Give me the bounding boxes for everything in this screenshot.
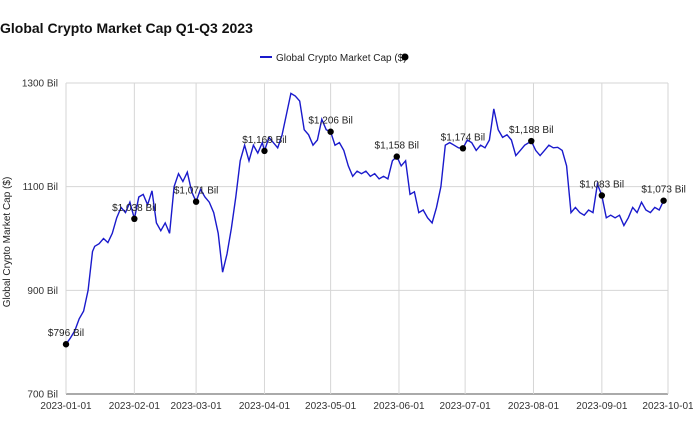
y-tick-label: 1100 Bil [23,182,58,193]
x-tick-label: 2023-10-01 [642,401,693,412]
data-label: $1,206 Bil [308,116,352,127]
x-tick-label: 2023-08-01 [508,401,560,412]
y-axis-label: Global Crypto Market Cap ($) [2,177,13,308]
x-tick-label: 2023-02-01 [109,401,161,412]
data-point-marker [660,197,667,204]
legend-marker-dot [401,53,409,61]
data-label: $1,174 Bil [441,132,485,143]
series-line-market-cap [65,92,665,345]
data-label: $1,071 Bil [174,186,218,197]
y-tick-label: 1300 Bil [22,79,58,90]
grid [65,82,669,395]
legend-label: Global Crypto Market Cap ($) [276,53,407,64]
chart-title: Global Crypto Market Cap Q1-Q3 2023 [0,20,253,36]
x-tick-label: 2023-05-01 [305,401,357,412]
legend[interactable]: Global Crypto Market Cap ($) [260,53,409,64]
y-axis-ticks: 700 Bil 900 Bil 1100 Bil 1300 Bil [22,79,58,401]
x-tick-label: 2023-09-01 [576,401,628,412]
data-label: $1,169 Bil [242,135,286,146]
data-label: $1,083 Bil [580,179,624,190]
x-tick-label: 2023-06-01 [373,401,425,412]
data-label: $1,073 Bil [641,185,685,196]
data-point-marker [459,145,467,152]
x-axis-ticks: 2023-01-01 2023-02-01 2023-03-01 2023-04-01… [40,401,693,412]
data-point-marker [393,153,400,160]
data-label: $1,158 Bil [375,141,419,152]
data-point-marker [327,128,334,135]
data-label: $1,188 Bil [509,125,553,136]
x-tick-label: 2023-04-01 [239,401,291,412]
data-label: $1,038 Bil [112,203,156,214]
y-tick-label: 900 Bil [27,286,58,297]
data-point-marker [131,215,138,223]
data-point-marker [528,137,535,145]
data-point-marker [192,198,200,205]
data-point-marker [598,192,606,199]
data-markers: $796 Bil $1,038 Bil $1,071 Bil $1,169 Bil $1… [48,116,686,348]
x-tick-label: 2023-07-01 [440,401,492,412]
x-tick-label: 2023-01-01 [40,401,92,412]
data-label: $796 Bil [48,328,84,339]
data-point-marker [62,341,70,348]
y-tick-label: 700 Bil [27,390,58,401]
data-point-marker [261,147,268,155]
x-tick-label: 2023-03-01 [171,401,223,412]
